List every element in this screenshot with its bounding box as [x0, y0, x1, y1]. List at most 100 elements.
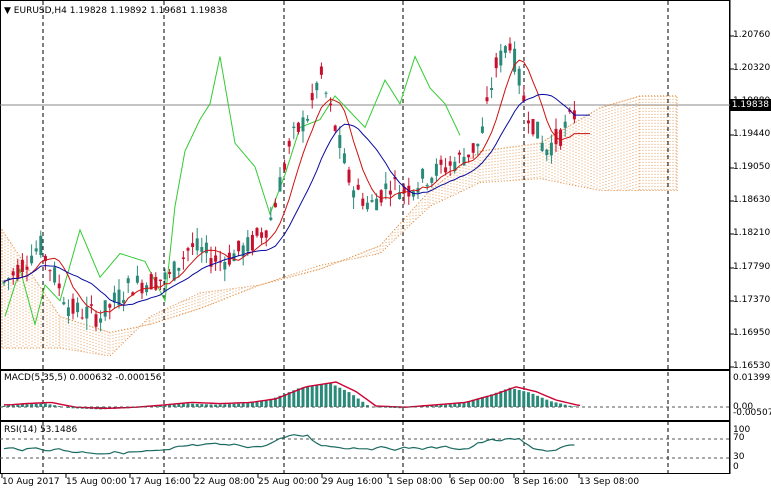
time-label: 8 Sep 16:00	[514, 477, 569, 487]
macd-bar	[214, 404, 218, 407]
macd-bar	[177, 403, 181, 407]
candle-body	[513, 48, 517, 72]
price-tick: 1.17790	[733, 262, 771, 272]
candle-body	[425, 184, 429, 187]
macd-bar	[324, 383, 328, 407]
macd-bar	[255, 401, 259, 407]
macd-bar	[531, 393, 535, 407]
price-tick: 1.16530	[733, 361, 771, 371]
candle-body	[204, 242, 208, 254]
macd-bar	[48, 404, 52, 407]
macd-bar	[306, 386, 310, 407]
candle-body	[71, 298, 75, 314]
candle-body	[457, 152, 461, 155]
macd-bar	[232, 403, 236, 407]
macd-bar	[2, 405, 6, 407]
rsi-line	[3, 434, 575, 455]
candle-body	[559, 129, 563, 146]
macd-bar	[223, 404, 227, 407]
macd-bar	[264, 400, 268, 407]
time-label: 17 Aug 16:00	[130, 477, 191, 487]
rsi-axis-label: 30	[733, 452, 745, 462]
macd-bar	[186, 403, 190, 407]
candle-body	[237, 240, 241, 252]
candle-body	[7, 278, 11, 280]
kumo-outline	[1, 95, 678, 357]
candle-body	[43, 255, 47, 261]
macd-bar	[499, 391, 503, 407]
time-label: 22 Aug 08:00	[194, 477, 255, 487]
price-tick: 1.19440	[733, 129, 771, 139]
candle-body	[80, 317, 84, 319]
candle-body	[540, 142, 544, 151]
macd-bar	[480, 397, 484, 407]
candle-body	[16, 264, 20, 279]
macd-bar	[554, 402, 558, 407]
candle-body	[365, 202, 369, 210]
macd-axis-label: 0.00	[733, 402, 754, 412]
open-value: 1.19828	[69, 6, 108, 16]
candle-body	[195, 238, 199, 251]
macd-bar	[439, 404, 443, 407]
chikou-line	[4, 55, 461, 327]
macd-bar	[260, 401, 264, 407]
candle-body	[135, 275, 139, 283]
candle-body	[283, 163, 287, 170]
macd-bar	[319, 384, 323, 407]
candle-body	[430, 177, 434, 183]
candle-body	[62, 302, 66, 305]
macd-axis-label: 0.013992	[733, 373, 771, 383]
candle-body	[117, 289, 121, 306]
candle-body	[508, 43, 512, 51]
candle-body	[306, 118, 310, 121]
macd-bar	[209, 404, 213, 407]
macd-bar	[71, 407, 75, 409]
price-tick: 1.20760	[733, 30, 771, 40]
symbol-timeframe: EURUSD,H4	[13, 6, 67, 16]
macd-bar	[462, 402, 466, 407]
macd-bar	[485, 395, 489, 407]
time-label: 13 Sep 08:00	[579, 477, 640, 487]
candle-body	[388, 190, 392, 195]
close-value: 1.19838	[190, 6, 228, 16]
candle-body	[269, 217, 273, 220]
candle-body	[467, 154, 471, 158]
macd-bar	[301, 387, 305, 407]
rsi-panel-frame	[0, 421, 730, 474]
candle-body	[76, 302, 80, 313]
macd-bar	[467, 400, 471, 407]
macd-bar	[517, 390, 521, 407]
candle-body	[57, 283, 61, 289]
macd-bar	[453, 403, 457, 407]
candle-body	[154, 277, 158, 290]
candle-body	[338, 135, 342, 148]
macd-bar	[540, 397, 544, 407]
chart-title: ▼ EURUSD,H4 1.19828 1.19892 1.19681 1.19…	[4, 6, 227, 16]
candle-body	[126, 278, 130, 284]
candle-body	[214, 255, 218, 262]
macd-bar	[11, 405, 15, 407]
macd-title: MACD(5,35,5) 0.000632 -0.000156	[4, 373, 162, 383]
macd-bar	[296, 388, 300, 407]
macd-bar	[154, 406, 158, 407]
low-value: 1.19681	[149, 6, 188, 16]
macd-bar	[347, 392, 351, 407]
macd-bar	[352, 395, 356, 407]
macd-bar	[283, 393, 287, 407]
macd-bar	[292, 390, 296, 407]
candle-body	[448, 161, 452, 166]
candle-body	[352, 190, 356, 198]
candle-body	[287, 140, 291, 147]
macd-bar	[559, 403, 563, 407]
price-tick: 1.16950	[733, 328, 771, 338]
candle-body	[402, 186, 406, 194]
macd-bar	[568, 405, 572, 407]
macd-bar	[158, 405, 162, 407]
candle-body	[480, 126, 484, 133]
macd-bar	[444, 404, 448, 407]
menu-triangle-icon[interactable]: ▼	[4, 6, 11, 16]
candle-body	[476, 143, 480, 147]
candle-body	[490, 87, 494, 90]
macd-bar	[356, 398, 360, 407]
